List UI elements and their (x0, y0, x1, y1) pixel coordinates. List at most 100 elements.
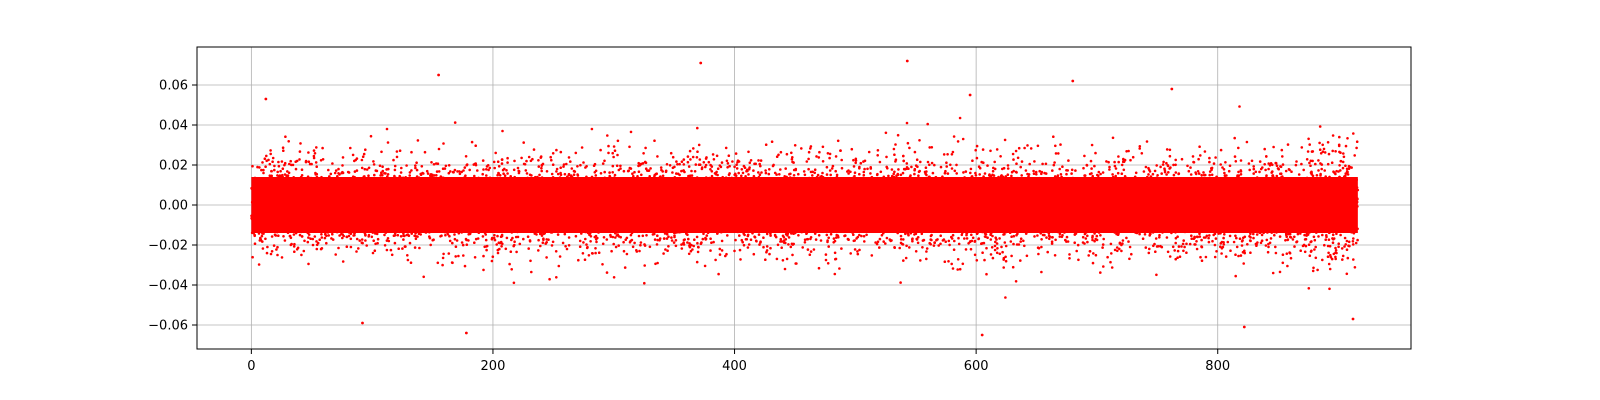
data-point (610, 249, 613, 253)
data-point (1154, 250, 1157, 253)
data-point (967, 206, 971, 210)
data-point (1172, 210, 1175, 213)
data-point (270, 182, 274, 186)
data-point (834, 181, 838, 185)
data-point (1011, 152, 1015, 156)
data-point (1057, 200, 1060, 204)
data-point (863, 240, 866, 243)
data-point (1053, 200, 1057, 203)
data-point (1116, 193, 1120, 196)
data-point (747, 167, 751, 171)
data-point (966, 213, 970, 217)
data-point (1208, 173, 1211, 177)
data-point (1147, 251, 1151, 255)
data-point (1320, 163, 1324, 166)
data-point (722, 178, 725, 181)
data-point (1355, 146, 1358, 150)
data-point (327, 234, 331, 237)
data-point (817, 156, 821, 159)
data-point (1085, 225, 1089, 228)
data-point (307, 151, 310, 154)
data-point (1054, 238, 1057, 242)
data-point (1151, 172, 1155, 176)
data-point (366, 176, 370, 180)
data-point (1200, 176, 1203, 180)
data-point (1307, 287, 1311, 290)
data-point (622, 169, 626, 173)
data-point (1338, 224, 1342, 228)
data-point (1106, 205, 1110, 209)
data-point (718, 164, 722, 167)
data-point (1174, 231, 1177, 234)
data-point (1237, 180, 1241, 184)
data-point (946, 153, 949, 156)
data-point (529, 177, 532, 181)
data-point (1045, 198, 1049, 201)
data-point (1185, 251, 1188, 254)
data-point (717, 187, 721, 191)
data-point (971, 187, 975, 190)
data-point (1207, 236, 1210, 240)
data-point (514, 192, 517, 196)
data-point (614, 211, 618, 214)
data-point (416, 235, 419, 238)
data-point (727, 188, 731, 192)
data-point (1210, 173, 1214, 177)
data-point (1246, 243, 1249, 246)
data-point (839, 225, 842, 228)
data-point (734, 238, 737, 242)
data-point (829, 232, 833, 236)
data-point (461, 202, 464, 205)
data-point (1212, 162, 1216, 165)
data-point (1343, 229, 1347, 232)
data-point (751, 231, 754, 235)
data-point (957, 242, 961, 246)
data-point (970, 224, 973, 227)
data-point (1206, 200, 1209, 203)
data-point (840, 166, 844, 170)
data-point (1115, 200, 1118, 204)
data-point (334, 213, 337, 216)
data-point (703, 181, 706, 185)
data-point (407, 184, 411, 188)
data-point (473, 162, 477, 166)
data-point (873, 218, 877, 222)
data-point (260, 208, 264, 211)
data-point (331, 196, 334, 200)
data-point (553, 179, 557, 183)
data-point (599, 213, 603, 216)
data-point (1328, 223, 1332, 226)
data-point (482, 180, 486, 184)
data-point (990, 246, 994, 249)
data-point (765, 245, 769, 248)
data-point (430, 220, 434, 224)
data-point (1077, 210, 1081, 214)
data-point (690, 174, 694, 177)
data-point (831, 216, 834, 220)
data-point (622, 215, 625, 218)
data-point (1054, 144, 1057, 148)
data-point (1237, 170, 1240, 174)
data-point (674, 239, 678, 242)
data-point (940, 229, 943, 233)
data-point (1117, 155, 1120, 158)
data-point (1248, 228, 1251, 231)
data-point (496, 251, 500, 255)
data-point (498, 217, 501, 220)
data-point (863, 167, 866, 171)
data-point (403, 245, 407, 248)
data-point (253, 184, 257, 187)
data-point (1181, 242, 1185, 246)
data-point (653, 181, 657, 185)
data-point (862, 191, 865, 195)
data-point (562, 187, 566, 191)
data-point (471, 198, 475, 202)
data-point (1346, 137, 1349, 140)
data-point (373, 249, 377, 252)
data-point (676, 194, 679, 197)
data-point (601, 263, 604, 266)
data-point (787, 243, 790, 246)
data-point (786, 212, 789, 216)
data-point (834, 155, 838, 158)
data-point (983, 232, 987, 235)
